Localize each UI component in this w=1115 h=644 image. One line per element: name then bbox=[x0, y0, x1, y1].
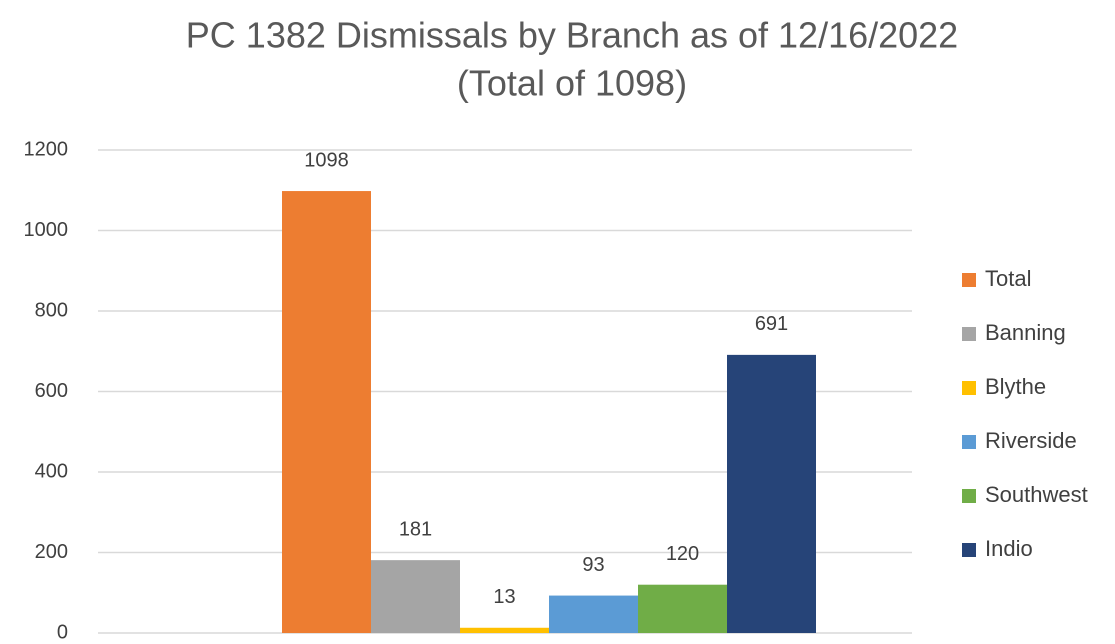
legend-swatch bbox=[962, 273, 976, 287]
bar bbox=[727, 354, 816, 633]
legend-swatch bbox=[962, 435, 976, 449]
value-label: 181 bbox=[399, 518, 432, 540]
bar bbox=[371, 560, 460, 633]
legend-label: Banning bbox=[985, 320, 1066, 345]
legend-label: Total bbox=[985, 266, 1031, 291]
y-tick-label: 400 bbox=[35, 460, 68, 482]
bar bbox=[638, 584, 727, 633]
y-tick-label: 600 bbox=[35, 380, 68, 402]
legend-swatch bbox=[962, 543, 976, 557]
legend-label: Blythe bbox=[985, 374, 1046, 399]
value-label: 691 bbox=[755, 313, 788, 335]
y-tick-label: 0 bbox=[57, 621, 68, 643]
chart-title: PC 1382 Dismissals by Branch as of 12/16… bbox=[186, 15, 958, 56]
y-tick-label: 1000 bbox=[24, 219, 69, 241]
value-label: 93 bbox=[582, 554, 604, 576]
y-tick-label: 800 bbox=[35, 299, 68, 321]
legend-label: Indio bbox=[985, 536, 1033, 561]
legend-label: Southwest bbox=[985, 482, 1088, 507]
bar bbox=[549, 595, 638, 633]
value-label: 1098 bbox=[304, 149, 349, 171]
legend-swatch bbox=[962, 381, 976, 395]
legend-label: Riverside bbox=[985, 428, 1077, 453]
bar bbox=[460, 627, 549, 633]
legend-swatch bbox=[962, 489, 976, 503]
chart-title: (Total of 1098) bbox=[457, 63, 687, 104]
y-tick-label: 200 bbox=[35, 541, 68, 563]
bar bbox=[282, 191, 371, 633]
legend-swatch bbox=[962, 327, 976, 341]
value-label: 120 bbox=[666, 543, 699, 565]
y-tick-label: 1200 bbox=[24, 138, 69, 160]
value-label: 13 bbox=[493, 586, 515, 608]
